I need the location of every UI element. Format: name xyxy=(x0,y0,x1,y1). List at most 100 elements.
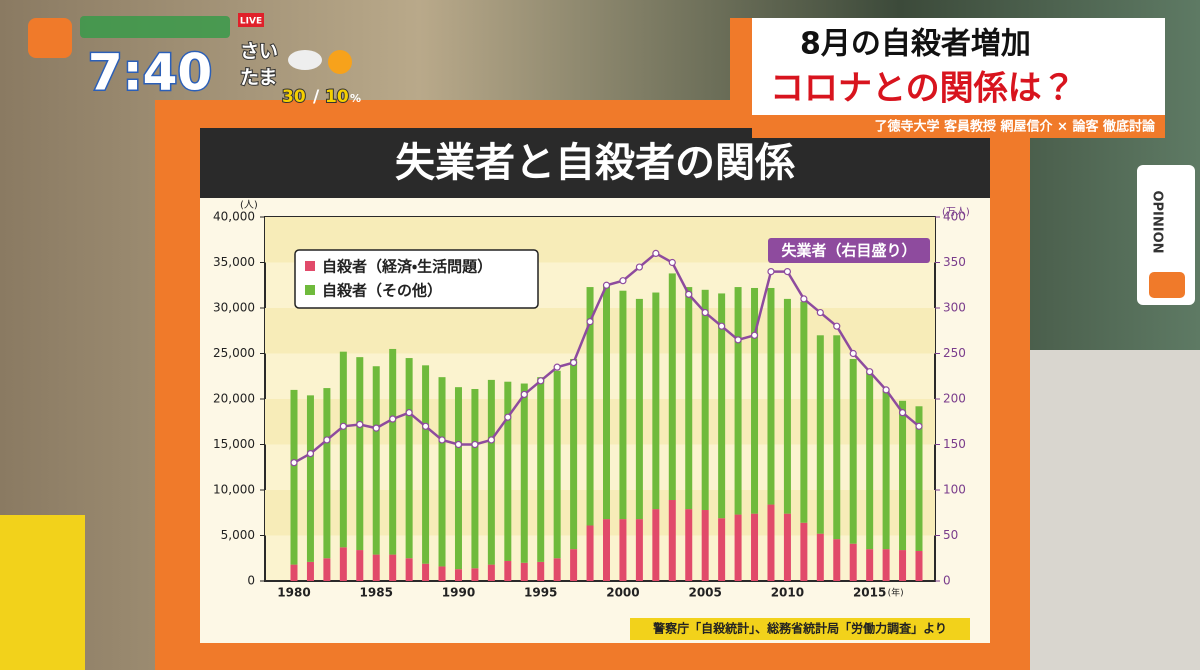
bar-segment xyxy=(816,533,824,581)
side-tab[interactable] xyxy=(1137,165,1195,305)
bar-segment xyxy=(454,387,462,570)
weather-sep: / xyxy=(313,87,320,107)
bar-segment xyxy=(816,335,824,534)
y2-tick-label: 0 xyxy=(943,574,951,588)
y2-tick-label: 50 xyxy=(943,528,958,542)
bar-segment xyxy=(389,348,397,555)
bar-segment xyxy=(701,289,709,511)
bar-segment xyxy=(520,562,528,581)
y2-tick-label: 300 xyxy=(943,301,966,315)
bar-segment xyxy=(800,522,808,581)
bar-segment xyxy=(800,301,808,523)
line-point xyxy=(520,390,528,399)
x-tick-label: 1990 xyxy=(442,586,475,600)
bar-segment xyxy=(783,298,791,514)
bar-segment xyxy=(668,500,676,581)
x-tick-label: 1995 xyxy=(524,586,557,600)
line-point xyxy=(306,450,315,458)
line-point xyxy=(487,436,495,444)
legend-label: 自殺者（その他） xyxy=(322,282,442,300)
bar-segment xyxy=(438,566,446,581)
weather-city: さい xyxy=(240,41,278,63)
line-point xyxy=(816,308,824,317)
bar-segment xyxy=(668,273,676,501)
line-point xyxy=(800,295,808,303)
bar-segment xyxy=(372,366,380,555)
line-point xyxy=(635,263,643,271)
weather-city: たま xyxy=(240,67,277,89)
line-point xyxy=(537,377,545,385)
bar-segment xyxy=(751,287,759,514)
bar-segment xyxy=(833,539,841,581)
mug xyxy=(0,515,85,670)
x-tick-label: 1985 xyxy=(360,586,393,600)
weather-high: 30 xyxy=(282,87,306,107)
app-icons xyxy=(80,16,230,38)
bar-segment xyxy=(635,519,643,581)
line-point xyxy=(685,290,693,298)
line-point xyxy=(668,258,676,267)
bar-segment xyxy=(685,287,693,510)
bar-segment xyxy=(471,568,479,581)
line-point xyxy=(619,277,627,285)
bar-segment xyxy=(685,509,693,581)
studio-set xyxy=(1030,350,1200,670)
bar-segment xyxy=(422,563,430,581)
bar-segment xyxy=(603,519,610,581)
line-point xyxy=(898,409,907,417)
legend-swatch xyxy=(305,261,315,271)
legend xyxy=(294,249,539,309)
bar-segment xyxy=(290,389,298,565)
line-point xyxy=(602,281,611,289)
y-tick-label: 0 xyxy=(247,574,255,588)
y-tick-label: 35,000 xyxy=(213,255,255,269)
y-tick-label: 5,000 xyxy=(221,528,255,542)
line-point xyxy=(586,318,594,326)
line-point xyxy=(553,363,561,371)
weather-unit: % xyxy=(350,92,361,105)
line-point xyxy=(734,336,742,344)
comment-icon xyxy=(28,18,72,58)
line-point xyxy=(750,331,759,339)
line-point xyxy=(438,436,446,444)
bar-segment xyxy=(767,287,775,505)
live-badge xyxy=(238,13,264,27)
headline: コロナとの関係は？ xyxy=(770,69,1076,109)
bar-segment xyxy=(915,406,923,551)
weather-icon xyxy=(328,50,352,74)
line-point xyxy=(701,308,709,317)
y2-tick-label: 150 xyxy=(943,437,966,451)
bar-segment xyxy=(454,569,462,581)
line-point xyxy=(405,409,413,417)
line-point xyxy=(783,268,792,276)
side-tab-label: OPINION xyxy=(1150,190,1165,253)
bar-segment xyxy=(405,358,413,559)
bar-segment xyxy=(570,549,578,581)
bar-segment xyxy=(849,358,857,544)
bar-segment xyxy=(619,290,627,520)
chart-title: 失業者と自殺者の関係 xyxy=(395,140,795,186)
bar-segment xyxy=(339,547,347,581)
bar-segment xyxy=(487,564,495,581)
bar-segment xyxy=(389,554,397,581)
y-unit: (人) xyxy=(240,200,258,211)
line-point xyxy=(718,322,726,330)
line-point xyxy=(356,420,364,429)
line-point xyxy=(421,422,430,430)
bar-segment xyxy=(652,509,660,581)
line-point xyxy=(833,322,841,330)
bar-segment xyxy=(718,293,726,519)
x-tick-label: 2005 xyxy=(688,586,721,600)
line-point xyxy=(372,424,380,432)
line-point xyxy=(454,440,463,449)
line-point xyxy=(290,459,298,467)
bar-segment xyxy=(339,351,347,548)
line-point xyxy=(915,422,923,430)
bar-segment xyxy=(833,335,841,540)
bar-segment xyxy=(504,560,512,581)
bar-segment xyxy=(603,285,610,520)
bar-segment xyxy=(586,287,594,526)
bar-segment xyxy=(306,561,314,581)
x-tick-label: 2010 xyxy=(771,586,804,600)
